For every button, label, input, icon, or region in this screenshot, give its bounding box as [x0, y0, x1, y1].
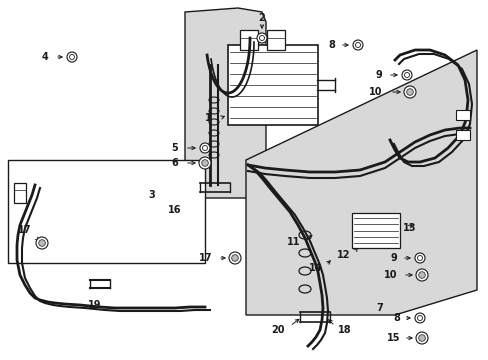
Text: 3: 3	[148, 190, 155, 200]
Circle shape	[228, 252, 241, 264]
FancyBboxPatch shape	[8, 160, 204, 263]
Circle shape	[36, 237, 48, 249]
Text: 7: 7	[376, 303, 383, 313]
Text: 14: 14	[308, 263, 321, 273]
Text: 9: 9	[374, 70, 381, 80]
Circle shape	[403, 86, 415, 98]
Circle shape	[39, 240, 45, 246]
Circle shape	[69, 54, 74, 59]
Circle shape	[257, 33, 266, 43]
Text: 15: 15	[386, 333, 399, 343]
Circle shape	[201, 160, 208, 166]
Circle shape	[202, 145, 207, 150]
Circle shape	[259, 36, 264, 40]
Circle shape	[199, 157, 210, 169]
Text: 12: 12	[336, 250, 349, 260]
Circle shape	[352, 40, 362, 50]
FancyBboxPatch shape	[455, 110, 469, 120]
Text: 5: 5	[171, 143, 178, 153]
Circle shape	[417, 256, 422, 261]
Text: 17: 17	[18, 225, 31, 235]
Polygon shape	[245, 50, 476, 315]
Circle shape	[406, 89, 412, 95]
Circle shape	[404, 72, 408, 77]
Circle shape	[414, 313, 424, 323]
Circle shape	[231, 255, 238, 261]
Text: 2: 2	[258, 13, 265, 23]
Circle shape	[67, 52, 77, 62]
Circle shape	[414, 253, 424, 263]
Text: 9: 9	[389, 253, 396, 263]
Circle shape	[415, 332, 427, 344]
Text: 1: 1	[205, 113, 212, 123]
FancyBboxPatch shape	[266, 30, 285, 50]
Circle shape	[355, 42, 360, 48]
Circle shape	[401, 70, 411, 80]
Text: 11: 11	[286, 237, 299, 247]
Circle shape	[200, 143, 209, 153]
Text: 10: 10	[368, 87, 381, 97]
Circle shape	[418, 272, 425, 278]
Text: 8: 8	[392, 313, 399, 323]
Text: 6: 6	[171, 158, 178, 168]
Text: 4: 4	[41, 52, 48, 62]
Text: 16: 16	[168, 205, 182, 215]
Circle shape	[415, 269, 427, 281]
FancyBboxPatch shape	[240, 30, 258, 50]
Text: 13: 13	[402, 223, 416, 233]
Text: 8: 8	[327, 40, 334, 50]
Text: 18: 18	[337, 325, 351, 335]
FancyBboxPatch shape	[14, 183, 26, 203]
Polygon shape	[184, 8, 265, 198]
Circle shape	[418, 335, 425, 341]
Text: 10: 10	[383, 270, 396, 280]
FancyBboxPatch shape	[455, 130, 469, 140]
Text: 20: 20	[271, 325, 285, 335]
FancyBboxPatch shape	[351, 213, 399, 248]
Text: 19: 19	[88, 300, 102, 310]
FancyBboxPatch shape	[227, 45, 317, 125]
Text: 17: 17	[198, 253, 212, 263]
Circle shape	[417, 315, 422, 320]
